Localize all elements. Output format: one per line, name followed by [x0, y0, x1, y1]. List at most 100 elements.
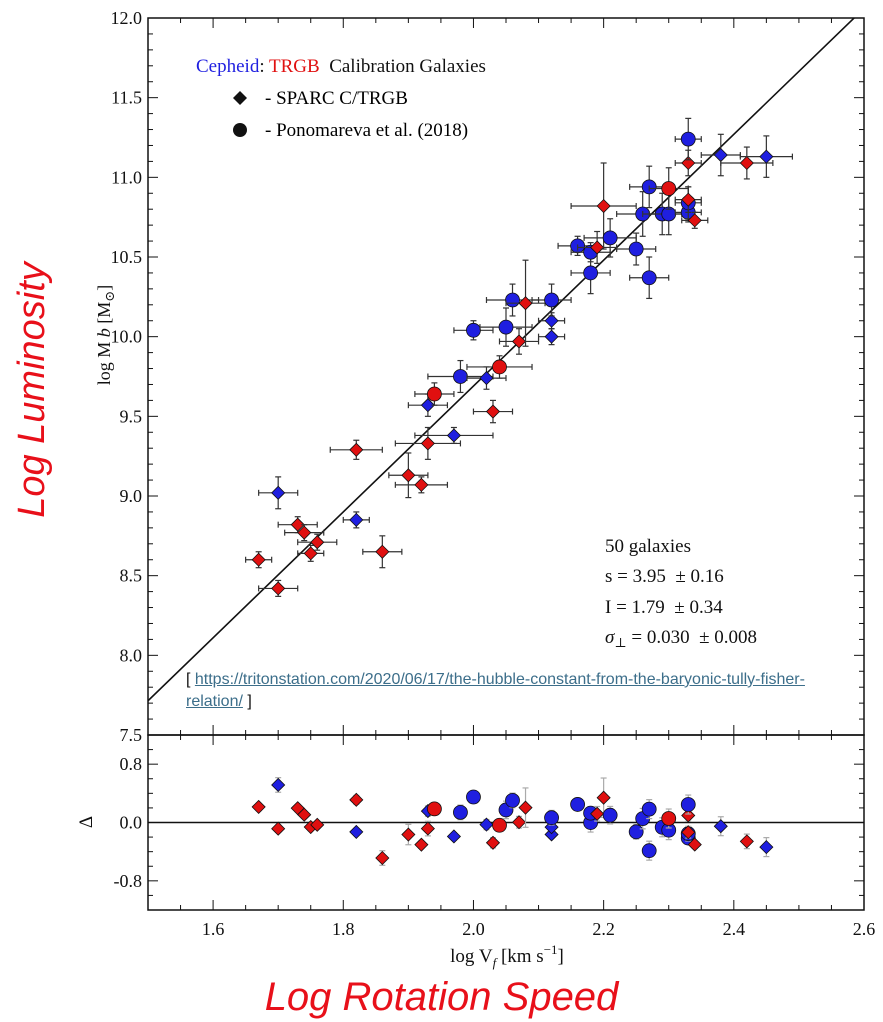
stat-slope: s = 3.95 ± 0.16: [605, 566, 724, 587]
cepheid-point: [674, 117, 702, 161]
diamond-marker: [739, 155, 754, 171]
stat-galaxies: 50 galaxies: [605, 536, 691, 557]
x-tick-label: 2.2: [592, 919, 615, 939]
circle-marker: [661, 181, 677, 196]
trgb-point: [674, 186, 702, 213]
cepheid-point: [342, 511, 370, 529]
cepheid-residual: [271, 777, 286, 793]
trgb-point: [329, 439, 383, 460]
trgb-point: [472, 399, 514, 424]
diamond-marker: [713, 819, 728, 834]
diamond-marker: [349, 512, 364, 527]
trgb-point: [245, 551, 273, 569]
trgb-point: [258, 579, 299, 597]
cepheid-residual: [349, 824, 364, 839]
diamond-marker: [687, 213, 702, 228]
cepheid-point: [629, 256, 670, 300]
cepheid-residual: [680, 794, 696, 815]
circle-marker: [426, 801, 442, 817]
circle-marker: [466, 789, 481, 805]
ylabel-sun-symbol: ⊙: [102, 291, 117, 302]
cepheid-residual: [446, 829, 461, 844]
diamond-marker: [297, 525, 312, 540]
cepheid-point: [583, 218, 637, 258]
main-y-tick-label: 12.0: [111, 8, 143, 28]
circle-marker: [570, 797, 585, 812]
trgb-residual: [375, 850, 390, 866]
diamond-marker: [349, 442, 364, 457]
diamond-marker: [485, 835, 501, 850]
legend-diamond-marker: [233, 91, 247, 105]
cepheid-point: [700, 133, 741, 177]
residual-data-points: [251, 777, 774, 866]
side-label-log-luminosity: Log Luminosity: [11, 262, 53, 518]
diamond-marker: [759, 149, 774, 164]
diamond-marker: [681, 155, 696, 171]
cepheid-point: [407, 393, 449, 417]
main-y-tick-label: 8.0: [120, 645, 143, 665]
circle-marker: [426, 386, 442, 402]
cepheid-residual: [641, 840, 657, 861]
trgb-residual: [590, 805, 605, 822]
x-tick-label: 1.6: [202, 919, 225, 939]
source-url-link[interactable]: https://tritonstation.com/2020/06/17/the…: [186, 671, 805, 710]
trgb-point: [505, 259, 546, 347]
circle-marker: [492, 359, 507, 375]
diamond-marker: [479, 371, 494, 386]
cepheid-point: [414, 426, 494, 445]
cepheid-residual: [544, 827, 559, 842]
diamond-marker: [349, 824, 364, 839]
x-tick-label: 1.8: [332, 919, 355, 939]
diamond-marker: [739, 834, 754, 849]
diamond-marker: [759, 840, 774, 855]
main-y-axis-label: log M b [M⊙]: [94, 285, 117, 385]
trgb-residual: [271, 821, 286, 836]
xlabel-exponent: −1: [544, 942, 558, 957]
legend-entry-ponomareva: - Ponomareva et al. (2018): [265, 120, 468, 141]
diamond-marker: [511, 334, 527, 349]
diamond-marker: [251, 799, 266, 814]
fit-statistics: 50 galaxies s = 3.95 ± 0.16 I = 1.79 ± 0…: [605, 536, 757, 650]
cepheid-residual: [544, 809, 559, 826]
trgb-point: [414, 382, 455, 406]
legend-title-trgb: TRGB: [269, 56, 320, 77]
diamond-marker: [511, 815, 527, 830]
x-tick-labels: 1.6 1.8 2.0 2.2 2.4 2.6: [202, 919, 875, 939]
diamond-marker: [681, 825, 696, 840]
res-y-tick-label: 0.8: [120, 754, 143, 774]
trgb-residual: [349, 792, 364, 807]
diamond-marker: [420, 436, 435, 451]
main-panel: 7.5 8.0 8.5 9.0 9.5 10.0 10.5 11.0 11.5 12.0 log …: [94, 8, 865, 745]
cepheid-residual: [505, 792, 520, 809]
circle-marker: [680, 797, 696, 812]
main-y-tick-labels: 7.5 8.0 8.5 9.0 9.5 10.0 10.5 11.0 11.5 12.0: [111, 8, 143, 745]
diamond-marker: [446, 428, 461, 443]
source-close-bracket: ]: [242, 693, 252, 710]
trgb-point: [720, 146, 774, 180]
circle-marker: [492, 817, 507, 833]
cepheid-residual: [453, 804, 468, 821]
trgb-residual: [687, 837, 702, 852]
circle-marker: [602, 807, 618, 823]
cepheid-point: [537, 328, 566, 346]
circle-marker: [498, 319, 514, 335]
stat-scatter-perp: ⊥: [614, 635, 626, 650]
trgb-point: [284, 524, 325, 542]
source-citation: [ https://tritonstation.com/2020/06/17/t…: [186, 669, 826, 713]
trgb-residual: [511, 815, 527, 830]
diamond-marker: [251, 552, 266, 567]
xlabel-unit: [km s: [496, 946, 544, 967]
diamond-marker: [544, 313, 559, 328]
residual-y-tick-labels: -0.8 0.0 0.8: [114, 754, 143, 891]
trgb-residual: [426, 801, 442, 817]
trgb-point: [362, 535, 403, 569]
circle-marker: [466, 322, 481, 338]
res-y-tick-label: -0.8: [114, 871, 143, 891]
residual-panel: -0.8 0.0 0.8 1.6 1.8 2.0 2.2 2.4 2.6 Δ log Vf […: [76, 734, 875, 970]
xlabel-main-text: log V: [450, 946, 493, 967]
trgb-residual: [596, 777, 611, 818]
trgb-residual: [414, 837, 429, 852]
diamond-marker: [271, 777, 286, 793]
x-axis-label: log Vf [km s−1]: [450, 942, 564, 970]
x-tick-label: 2.6: [853, 919, 876, 939]
